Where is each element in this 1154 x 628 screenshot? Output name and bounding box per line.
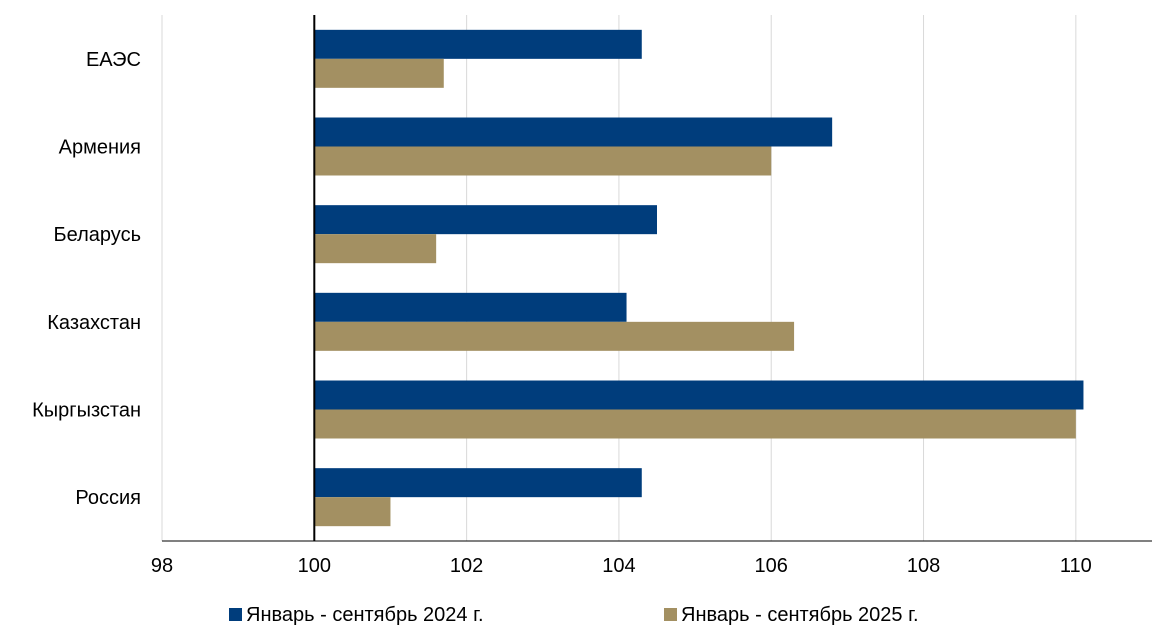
legend: Январь - сентябрь 2024 г. Январь - сентяб… [229,604,919,626]
x-tick-label: 104 [602,555,635,577]
legend-label: Январь - сентябрь 2025 г. [681,604,919,626]
legend-swatch [664,608,677,621]
x-tick-label: 100 [298,555,331,577]
category-label: Кыргызстан [32,400,141,422]
x-tick-labels: 98 100 102 104 106 108 110 [151,555,1092,577]
x-tick-label: 98 [151,555,173,577]
bar-2024 [314,380,1084,410]
bar-2025 [314,234,437,264]
bar-2024 [314,468,642,498]
category-labels: ЕАЭС Армения Беларусь Казахстан Кыргызстан Ро… [32,49,141,509]
category-label: ЕАЭС [86,49,141,71]
category-label: Армения [59,137,141,159]
axes [162,15,1152,542]
bar-2025 [314,58,444,88]
bar-2025 [314,321,795,351]
bar-2024 [314,205,657,235]
gridlines [161,15,1077,541]
bar-2024 [314,117,833,147]
bar-2025 [314,497,391,527]
bar-2025 [314,146,772,176]
category-label: Беларусь [54,224,141,246]
x-tick-label: 108 [907,555,940,577]
bar-2024 [314,29,642,59]
category-label: Казахстан [47,312,141,334]
category-label: Россия [75,487,141,509]
bar-2025 [314,409,1076,439]
legend-swatch [229,608,242,621]
x-tick-label: 102 [450,555,483,577]
x-tick-label: 110 [1060,555,1092,577]
bar-2024 [314,292,627,322]
bars [314,29,1084,527]
legend-label: Январь - сентябрь 2024 г. [246,604,484,626]
x-tick-label: 106 [755,555,788,577]
